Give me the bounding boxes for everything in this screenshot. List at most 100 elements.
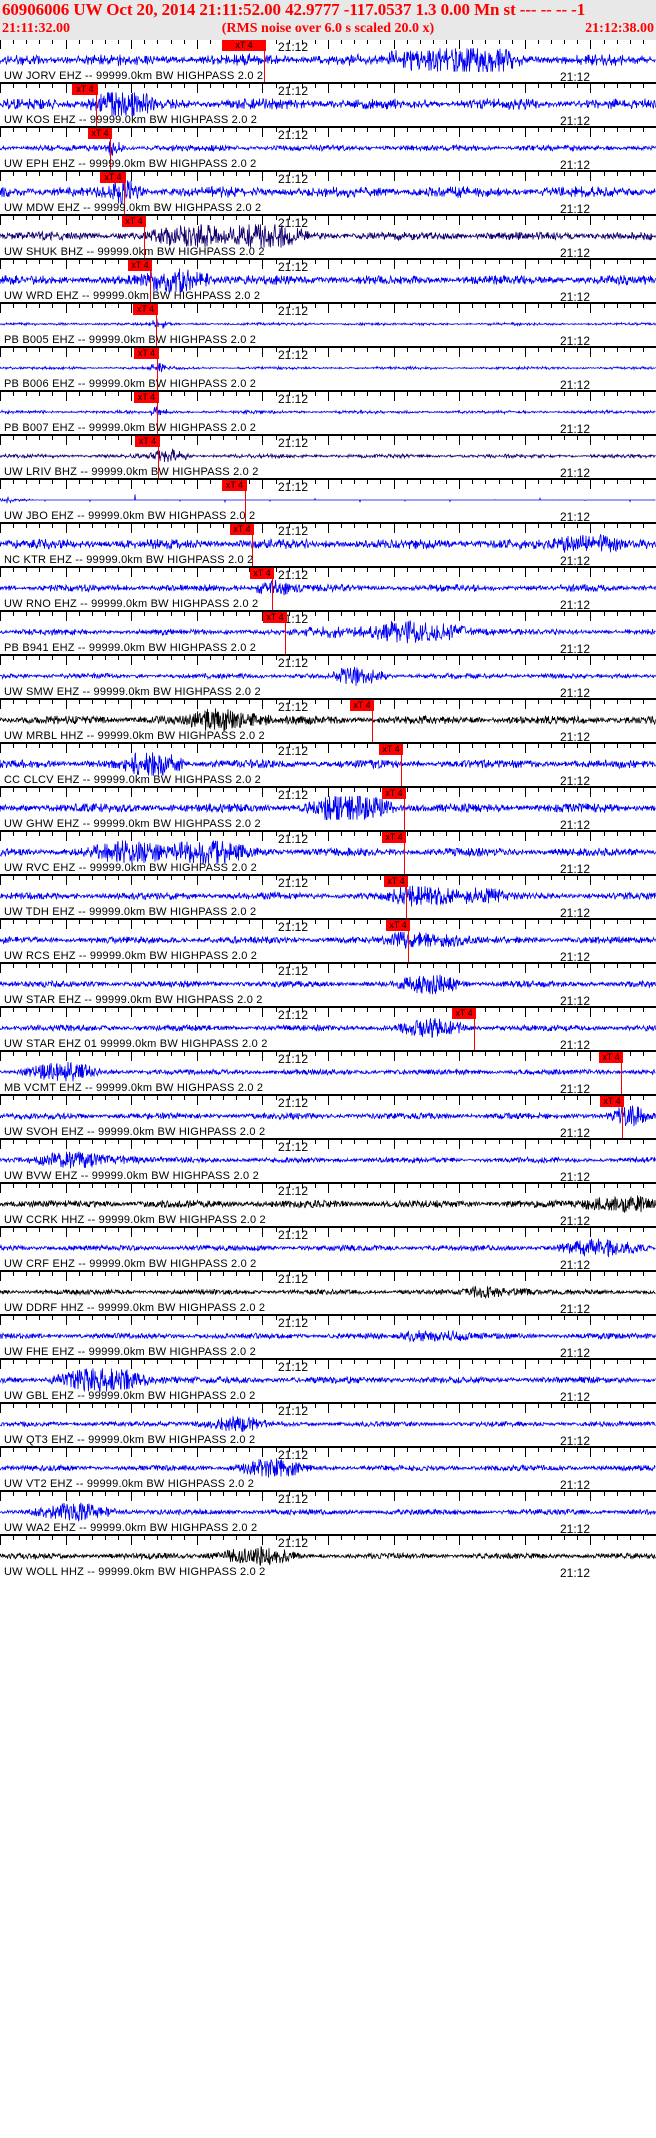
pick-marker-label[interactable]: xT 4 — [88, 128, 112, 139]
pick-marker-line[interactable] — [157, 392, 158, 434]
trace-row[interactable]: 21:12 21:12 xT 4 PB B005 EHZ -- 99999.0km B… — [0, 304, 656, 348]
axis-tick-minor — [52, 1008, 53, 1012]
trace-row[interactable]: 21:12 21:12 xT 4 MB VCMT EHZ -- 99999.0km B… — [0, 1052, 656, 1096]
pick-marker-label[interactable]: xT 4 — [600, 1096, 624, 1107]
trace-row[interactable]: 21:12 21:12 xT 4 UW RVC EHZ -- 99999.0km BW… — [0, 832, 656, 876]
trace-row[interactable]: 21:12 21:12 xT 4 UW EPH EHZ -- 99999.0km BW… — [0, 128, 656, 172]
pick-marker-label[interactable]: xT 4 — [100, 172, 126, 183]
trace-row[interactable]: 21:12 21:12 xT 4 UW RNO EHZ -- 99999.0km BW… — [0, 568, 656, 612]
pick-marker-label[interactable]: xT 4 — [384, 876, 408, 887]
trace-row[interactable]: 21:12 21:12 UW WOLL HHZ -- 99999.0km BW HI… — [0, 1536, 656, 1578]
pick-marker-line[interactable] — [124, 172, 125, 214]
pick-marker-line[interactable] — [404, 788, 405, 830]
trace-row[interactable]: 21:12 21:12 xT 4 PB B006 EHZ -- 99999.0km B… — [0, 348, 656, 392]
pick-marker-label[interactable]: xT 4 — [250, 568, 274, 579]
pick-marker-label[interactable]: xT 4 — [230, 524, 254, 535]
trace-row[interactable]: 21:12 21:12 UW STAR EHZ -- 99999.0km BW HI… — [0, 964, 656, 1008]
trace-row[interactable]: 21:12 21:12 xT 4 UW LRIV BHZ -- 99999.0km B… — [0, 436, 656, 480]
trace-row[interactable]: 21:12 21:12 UW CCRK HHZ -- 99999.0km BW HI… — [0, 1184, 656, 1228]
pick-marker-line[interactable] — [245, 480, 246, 522]
trace-row[interactable]: 21:12 21:12 xT 4 UW KOS EHZ -- 99999.0km BW… — [0, 84, 656, 128]
pick-marker-line[interactable] — [372, 700, 373, 742]
pick-marker-label[interactable]: xT 4 — [452, 1008, 476, 1019]
axis-tick-minor — [52, 172, 53, 176]
trace-row[interactable]: 21:12 21:12 xT 4 UW STAR EHZ 01 99999.0km B… — [0, 1008, 656, 1052]
pick-marker-line[interactable] — [156, 304, 157, 346]
pick-marker-line[interactable] — [406, 876, 407, 918]
trace-row[interactable]: 21:12 21:12 xT 4 UW MDW EHZ -- 99999.0km BW… — [0, 172, 656, 216]
trace-row[interactable]: 21:12 21:12 xT 4 CC CLCV EHZ -- 99999.0km B… — [0, 744, 656, 788]
pick-marker-line[interactable] — [144, 216, 145, 258]
trace-list: 21:12 21:12 xT 4 UW JORV EHZ -- 99999.0km B… — [0, 40, 656, 1578]
trace-row[interactable]: 21:12 21:12 UW WA2 EHZ -- 99999.0km BW HIG… — [0, 1492, 656, 1536]
axis-tick-minor — [643, 700, 644, 704]
pick-marker-line[interactable] — [404, 832, 405, 874]
trace-row[interactable]: 21:12 21:12 xT 4 UW SVOH EHZ -- 99999.0km B… — [0, 1096, 656, 1140]
trace-row[interactable]: 21:12 21:12 UW GBL EHZ -- 99999.0km BW HIG… — [0, 1360, 656, 1404]
axis-tick-minor — [26, 216, 27, 220]
pick-marker-line[interactable] — [264, 40, 265, 82]
trace-row[interactable]: 21:12 21:12 UW SMW EHZ -- 99999.0km BW HIG… — [0, 656, 656, 700]
axis-tick-minor — [617, 1492, 618, 1496]
axis-tick-minor — [157, 1272, 158, 1276]
pick-marker-line[interactable] — [408, 920, 409, 962]
axis-tick-minor — [171, 1096, 172, 1100]
trace-row[interactable]: 21:12 21:12 xT 4 UW TDH EHZ -- 99999.0km BW… — [0, 876, 656, 920]
trace-row[interactable]: 21:12 21:12 xT 4 UW MRBL HHZ -- 99999.0km B… — [0, 700, 656, 744]
trace-row[interactable]: 21:12 21:12 xT 4 PB B941 EHZ -- 99999.0km B… — [0, 612, 656, 656]
pick-marker-label[interactable]: xT 4 — [134, 348, 159, 359]
axis-tick-minor — [157, 1360, 158, 1364]
trace-row[interactable]: 21:12 21:12 xT 4 PB B007 EHZ -- 99999.0km B… — [0, 392, 656, 436]
trace-row[interactable]: 21:12 21:12 xT 4 UW JORV EHZ -- 99999.0km B… — [0, 40, 656, 84]
trace-row[interactable]: 21:12 21:12 xT 4 UW SHUK BHZ -- 99999.0km B… — [0, 216, 656, 260]
trace-row[interactable]: 21:12 21:12 UW FHE EHZ -- 99999.0km BW HIG… — [0, 1316, 656, 1360]
pick-marker-label[interactable]: xT 4 — [599, 1052, 623, 1063]
trace-row[interactable]: 21:12 21:12 UW DDRF HHZ -- 99999.0km BW HI… — [0, 1272, 656, 1316]
pick-marker-line[interactable] — [252, 524, 253, 566]
pick-marker-line[interactable] — [272, 568, 273, 610]
axis-tick-minor — [604, 1492, 605, 1496]
trace-row[interactable]: 21:12 21:12 UW QT3 EHZ -- 99999.0km BW HIG… — [0, 1404, 656, 1448]
pick-marker-line[interactable] — [401, 744, 402, 786]
pick-marker-label[interactable]: xT 4 — [263, 612, 287, 623]
trace-row[interactable]: 21:12 21:12 xT 4 UW RCS EHZ -- 99999.0km BW… — [0, 920, 656, 964]
pick-marker-line[interactable] — [110, 128, 111, 170]
pick-marker-label[interactable]: xT 4 — [128, 260, 152, 271]
pick-marker-label[interactable]: xT 4 — [122, 216, 146, 227]
pick-marker-label[interactable]: xT 4 — [135, 436, 160, 447]
pick-marker-label[interactable]: xT 4 — [134, 392, 159, 403]
pick-marker-line[interactable] — [158, 436, 159, 478]
axis-tick-minor — [551, 876, 552, 880]
pick-marker-line[interactable] — [474, 1008, 475, 1050]
pick-marker-label[interactable]: xT 4 — [350, 700, 374, 711]
pick-marker-label[interactable]: xT 4 — [133, 304, 158, 315]
trace-row[interactable]: 21:12 21:12 xT 4 NC KTR EHZ -- 99999.0km BW… — [0, 524, 656, 568]
axis-tick-minor — [79, 1140, 80, 1144]
pick-marker-line[interactable] — [157, 348, 158, 390]
pick-marker-label[interactable]: xT 4 — [382, 832, 406, 843]
pick-marker-line[interactable] — [622, 1096, 623, 1138]
pick-marker-line[interactable] — [150, 260, 151, 302]
axis-tick-minor — [184, 304, 185, 308]
pick-marker-label[interactable]: xT 4 — [222, 480, 247, 491]
pick-marker-label[interactable]: xT 4 — [382, 788, 406, 799]
pick-marker-label[interactable]: xT 4 — [72, 84, 98, 95]
trace-row[interactable]: 21:12 21:12 UW BVW EHZ -- 99999.0km BW HIG… — [0, 1140, 656, 1184]
pick-marker-line[interactable] — [621, 1052, 622, 1094]
axis-tick-minor — [407, 1360, 408, 1364]
axis-tick-minor — [380, 1140, 381, 1144]
axis-tick-minor — [236, 656, 237, 660]
trace-row[interactable]: 21:12 21:12 UW CRF EHZ -- 99999.0km BW HIG… — [0, 1228, 656, 1272]
trace-row[interactable]: 21:12 21:12 xT 4 UW JBO EHZ -- 99999.0km BW… — [0, 480, 656, 524]
axis-tick-minor — [92, 700, 93, 704]
axis-tick-minor — [643, 216, 644, 220]
pick-marker-label[interactable]: xT 4 — [379, 744, 403, 755]
pick-marker-label[interactable]: xT 4 — [222, 40, 266, 51]
pick-marker-label[interactable]: xT 4 — [386, 920, 410, 931]
pick-marker-line[interactable] — [96, 84, 97, 126]
pick-marker-line[interactable] — [285, 612, 286, 654]
axis-tick-minor — [341, 1404, 342, 1408]
trace-row[interactable]: 21:12 21:12 xT 4 UW WRD EHZ -- 99999.0km BW… — [0, 260, 656, 304]
trace-row[interactable]: 21:12 21:12 xT 4 UW GHW EHZ -- 99999.0km BW… — [0, 788, 656, 832]
trace-row[interactable]: 21:12 21:12 UW VT2 EHZ -- 99999.0km BW HIG… — [0, 1448, 656, 1492]
